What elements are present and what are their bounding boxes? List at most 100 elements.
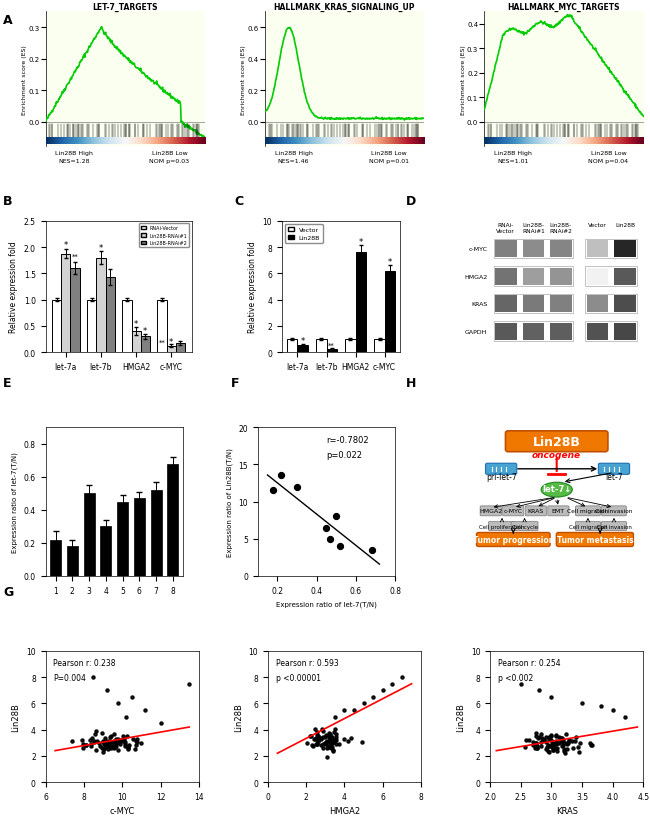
Point — [530, 741, 540, 754]
Point — [554, 737, 564, 750]
Bar — [614, 268, 636, 285]
Point — [327, 731, 337, 744]
Point — [123, 742, 133, 755]
Point — [276, 469, 287, 482]
Bar — [374, 340, 385, 353]
Bar — [96, 258, 105, 353]
Bar — [117, 502, 128, 577]
Bar — [317, 340, 326, 353]
Text: KRAS: KRAS — [528, 509, 544, 514]
FancyBboxPatch shape — [476, 533, 550, 547]
Point — [330, 722, 340, 735]
Point — [326, 740, 337, 753]
Bar — [523, 268, 544, 285]
Point — [78, 738, 88, 751]
FancyBboxPatch shape — [601, 522, 627, 531]
Text: Lin28B High: Lin28B High — [494, 152, 532, 156]
Point — [124, 740, 134, 753]
Point — [86, 737, 96, 750]
Bar — [614, 241, 636, 258]
Bar — [550, 324, 571, 340]
Point — [88, 735, 99, 748]
Text: B: B — [3, 195, 13, 208]
Point — [519, 740, 530, 753]
Text: NOM p=0.01: NOM p=0.01 — [369, 159, 409, 164]
Point — [100, 741, 110, 754]
Point — [121, 710, 131, 723]
Point — [542, 744, 552, 758]
Point — [325, 728, 335, 741]
Point — [109, 728, 119, 741]
Point — [104, 739, 114, 752]
Text: A: A — [3, 14, 13, 27]
FancyBboxPatch shape — [575, 522, 601, 531]
X-axis label: c-MYC: c-MYC — [110, 807, 135, 816]
Bar — [493, 239, 573, 259]
Point — [559, 744, 569, 758]
Point — [573, 741, 584, 754]
Point — [334, 737, 345, 750]
Point — [538, 733, 548, 746]
Text: *: * — [387, 257, 392, 266]
Point — [90, 744, 101, 757]
Point — [130, 743, 140, 756]
Bar — [493, 294, 573, 314]
Point — [367, 544, 377, 557]
FancyBboxPatch shape — [576, 506, 600, 516]
Point — [524, 734, 534, 747]
Point — [552, 742, 562, 755]
Text: Lin28B Low: Lin28B Low — [591, 152, 627, 156]
Bar — [495, 296, 517, 313]
Bar — [168, 464, 178, 577]
Point — [120, 735, 130, 749]
Point — [546, 730, 556, 743]
Point — [330, 734, 341, 747]
Point — [532, 742, 542, 755]
Text: r=-0.7802: r=-0.7802 — [326, 436, 369, 445]
Point — [104, 738, 114, 751]
Point — [325, 733, 335, 746]
X-axis label: KRAS: KRAS — [556, 807, 578, 816]
Point — [343, 735, 353, 748]
Point — [122, 742, 133, 755]
Point — [103, 736, 113, 749]
Point — [537, 732, 547, 745]
Point — [558, 739, 568, 752]
Title: HALLMARK_MYC_TARGETS: HALLMARK_MYC_TARGETS — [508, 2, 620, 11]
Text: RNAi-
Vector: RNAi- Vector — [497, 223, 515, 233]
Bar — [385, 271, 395, 353]
Point — [322, 741, 332, 754]
Point — [533, 731, 543, 744]
Point — [110, 740, 120, 753]
Point — [113, 735, 124, 749]
Point — [306, 730, 316, 743]
Point — [97, 741, 107, 754]
Text: Vector: Vector — [588, 223, 607, 228]
Point — [528, 739, 538, 752]
Point — [309, 733, 320, 746]
Y-axis label: Lin28B: Lin28B — [12, 702, 21, 731]
Y-axis label: Enrichment score (ES): Enrichment score (ES) — [21, 45, 27, 115]
Point — [136, 736, 146, 749]
Point — [531, 736, 541, 749]
Point — [378, 684, 388, 697]
Point — [311, 731, 322, 744]
Point — [573, 745, 584, 758]
Text: c-MYC: c-MYC — [504, 509, 523, 514]
Text: Pearson r: 0.593: Pearson r: 0.593 — [276, 658, 338, 667]
Point — [577, 697, 588, 710]
Point — [331, 731, 341, 744]
Bar — [50, 540, 61, 577]
Point — [546, 690, 556, 704]
Point — [140, 704, 150, 717]
Point — [317, 722, 328, 735]
Text: **: ** — [159, 339, 166, 346]
Bar — [586, 294, 638, 314]
Text: Lin28B-
RNAi#2: Lin28B- RNAi#2 — [549, 223, 573, 233]
Text: Pearson r: 0.254: Pearson r: 0.254 — [498, 658, 560, 667]
Point — [84, 734, 95, 747]
Point — [89, 735, 99, 749]
Bar — [614, 296, 636, 313]
Bar — [131, 332, 140, 353]
Point — [111, 740, 122, 753]
